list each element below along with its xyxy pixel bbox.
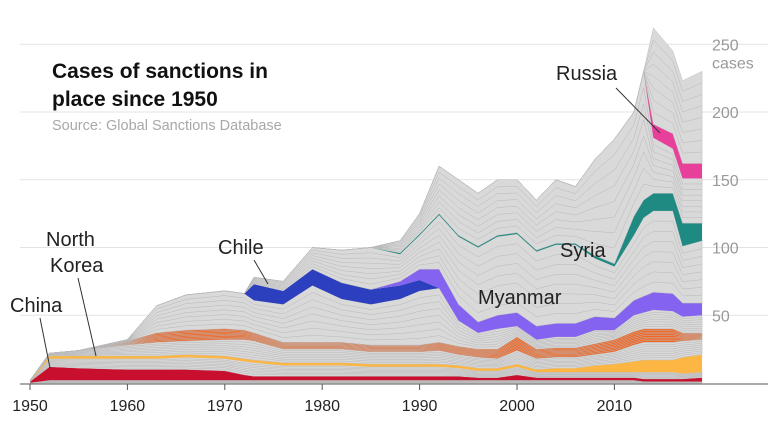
label-north: North — [46, 229, 95, 251]
texture-line — [29, 346, 703, 381]
label-korea: Korea — [50, 255, 104, 277]
x-tick-label: 1970 — [207, 398, 243, 415]
texture-line — [29, 292, 703, 381]
y-tick-label: 50 — [712, 308, 730, 325]
y-tick-label: 250 — [712, 37, 739, 54]
y-tick-label: 200 — [712, 105, 739, 122]
label-china: China — [10, 295, 63, 317]
texture-line — [29, 338, 703, 381]
texture-line — [29, 299, 703, 381]
label-myanmar: Myanmar — [478, 287, 562, 309]
texture-line — [29, 381, 703, 384]
x-tick-label: 1950 — [12, 398, 48, 415]
area-china — [30, 366, 703, 383]
texture-line — [29, 314, 703, 381]
y-tick-label: 100 — [712, 241, 739, 258]
y-tick-label: 150 — [712, 173, 739, 190]
texture-line — [29, 343, 703, 381]
texture-line — [29, 363, 703, 382]
texture-line — [29, 304, 703, 381]
texture-line — [29, 352, 703, 382]
texture-line — [29, 333, 703, 381]
leader-north-korea — [77, 277, 97, 357]
texture-line — [29, 319, 703, 381]
leader-china — [39, 317, 51, 369]
x-tick-label: 1990 — [402, 398, 438, 415]
texture-line — [29, 358, 703, 382]
chart-source: Source: Global Sanctions Database — [52, 118, 282, 134]
texture-line — [29, 381, 703, 384]
x-tick-label: 1960 — [110, 398, 146, 415]
texture-line — [29, 361, 703, 382]
area-myanmar — [30, 269, 703, 381]
leader-chile — [253, 259, 269, 285]
texture-line — [29, 344, 703, 381]
chart-title: Cases of sanctions in place since 1950 — [52, 60, 268, 111]
texture-line — [29, 323, 703, 381]
area-chile — [30, 269, 703, 381]
texture-line — [29, 382, 703, 384]
label-russia: Russia — [556, 63, 618, 85]
texture-line — [29, 360, 703, 382]
texture-line — [29, 329, 703, 381]
texture-line — [29, 341, 703, 381]
texture-line — [29, 309, 703, 381]
texture-line — [29, 365, 703, 382]
x-tick-label: 2000 — [499, 398, 535, 415]
texture-line — [29, 39, 703, 381]
texture-line — [29, 348, 703, 381]
x-tick-label: 1980 — [304, 398, 340, 415]
texture-line — [29, 335, 703, 381]
texture-line — [29, 332, 703, 381]
texture-line — [29, 380, 703, 384]
texture-line — [29, 350, 703, 381]
x-tick-label: 2010 — [597, 398, 633, 415]
leader-russia — [615, 87, 661, 134]
texture-line — [29, 331, 703, 381]
texture-line — [29, 362, 703, 382]
texture-line — [29, 380, 703, 384]
y-unit-label: cases — [712, 55, 754, 72]
texture-line — [29, 336, 703, 381]
label-syria: Syria — [560, 240, 606, 262]
label-chile: Chile — [218, 237, 264, 259]
texture-line — [29, 381, 703, 384]
texture-line — [29, 364, 703, 382]
